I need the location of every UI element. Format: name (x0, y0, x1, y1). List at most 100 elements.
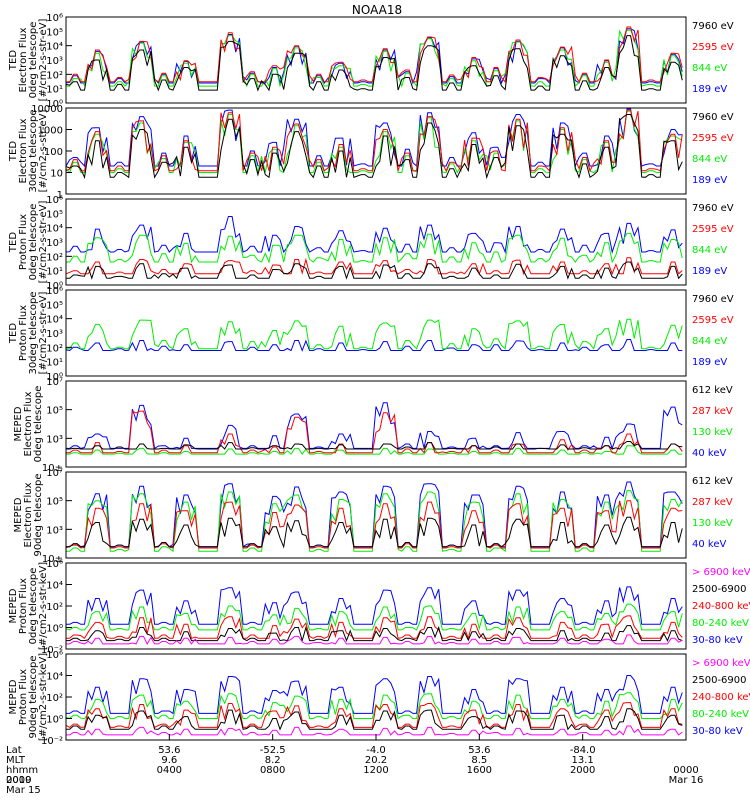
y-minor-tick-label: 10⁵ (46, 300, 63, 311)
series-line--6900-kev (66, 634, 683, 645)
y-tick-label: 10000 (31, 104, 63, 115)
y-tick-label: 10⁰ (46, 715, 63, 726)
plot-area (65, 216, 683, 280)
legend-entry: 240-800 keV (692, 601, 750, 612)
x-row-value: 20.2 (365, 755, 387, 766)
legend-entry: 844 eV (692, 154, 727, 165)
legend-entry: 80-240 keV (692, 709, 749, 720)
series-line-844-ev (66, 318, 683, 350)
y-axis-label-line: Electron Flux (23, 482, 34, 547)
y-axis-label-line: Electron Flux (23, 391, 34, 456)
y-axis-label: MEPED Electron Flux 90deg telescope (13, 473, 44, 556)
y-tick-label: 10⁴ (46, 581, 63, 592)
series-line-2595-ev (66, 26, 683, 84)
x-row-label: MLT (6, 755, 26, 766)
panel-frame (65, 289, 687, 377)
y-tick-label: 10⁶ (46, 13, 63, 24)
legend-entry: 30-80 keV (692, 635, 743, 646)
legend-entry: 287 keV (692, 497, 733, 508)
series-line-30-80-kev (66, 586, 683, 625)
series-line-2595-ev (65, 257, 683, 276)
legend-entry: 2595 eV (692, 224, 734, 235)
legend-entry: 844 eV (692, 63, 727, 74)
series-line-844-ev (66, 232, 683, 264)
y-axis-label-line: [#/cm2-s-str-eV] (38, 292, 49, 375)
y-axis-label-line: 0deg telescope (28, 204, 39, 281)
y-tick-label: 10³ (46, 525, 63, 536)
x-row-value: -84.0 (570, 745, 596, 756)
series-line-2500-6900 (66, 625, 683, 643)
legend-entry: > 6900 keV (692, 567, 750, 578)
y-tick-label: 10² (46, 70, 63, 81)
legend: > 6900 keV 2500-6900 240-800 keV 80-240 keV… (692, 567, 750, 646)
y-tick-label: 10³ (46, 434, 63, 445)
y-axis-label-line: [#/cm2-s-str-eV] (38, 19, 49, 102)
y-tick-label: 10⁴ (46, 224, 63, 235)
y-tick-label: 10± (42, 554, 63, 565)
y-axis-label: TED Proton Flux 0deg telescope [#/cm2-s-str… (8, 201, 49, 284)
legend-entry: 189 eV (692, 266, 727, 277)
y-axis-label-line: TED (8, 323, 19, 344)
y-tick-label: 10⁵ (46, 497, 63, 508)
y-minor-tick-label: 10¹ (46, 358, 63, 369)
y-axis-label-line: Proton Flux (18, 578, 29, 634)
y-axis-label: TED Electron Flux 0deg telescope [#/cm2-s-s… (8, 19, 49, 102)
series-line--6900-kev (66, 725, 683, 736)
y-tick-label: 1 (57, 190, 63, 201)
y-axis-label-line: [#/cm2-s-str-keV] (38, 653, 49, 741)
x-row-value: 0000 (6, 775, 31, 786)
legend-entry: 2500-6900 (692, 675, 747, 686)
panel-frame (65, 380, 687, 468)
y-axis-label-line: 0deg telescope (33, 386, 44, 463)
y-axis-label-line: 30deg telescope (28, 291, 39, 374)
y-axis-label-line: 30deg telescope (28, 109, 39, 192)
y-tick-label: 10⁴ (46, 672, 63, 683)
y-tick-label: 10⁷ (46, 377, 63, 388)
panel-frame (65, 471, 687, 559)
y-axis-label: TED Proton Flux 30deg telescope [#/cm2-s-st… (8, 291, 49, 374)
y-tick-label: 10⁵ (46, 406, 63, 417)
y-tick-label: 10 (50, 169, 63, 180)
y-axis-label-line: Electron Flux (18, 27, 29, 92)
legend-entry: 7960 eV (692, 112, 734, 123)
figure-title: NOAA18 (352, 3, 402, 17)
y-tick-label: 10² (46, 602, 63, 613)
y-tick-label: 10⁰ (46, 624, 63, 635)
x-row-value: 0000 (673, 765, 698, 776)
legend-entry: 7960 eV (692, 203, 734, 214)
x-row-label: 2019 (6, 775, 31, 786)
legend-entry: 30-80 keV (692, 726, 743, 737)
legend: 7960 eV 2595 eV 844 eV 189 eV (692, 294, 734, 368)
legend: 7960 eV 2595 eV 844 eV 189 eV (692, 203, 734, 277)
y-axis-label-line: 90deg telescope (33, 473, 44, 556)
series-line-80-240-kev (65, 603, 683, 631)
x-row-value: 8.5 (471, 755, 487, 766)
plot-area (65, 586, 683, 645)
x-row-value: 9.6 (161, 755, 177, 766)
series-line-7960-ev (65, 35, 683, 92)
legend-entry: 2500-6900 (692, 584, 747, 595)
plot-area (65, 108, 683, 180)
x-row-value: 13.1 (572, 755, 594, 766)
plot-area (65, 481, 683, 553)
plot-area (65, 26, 683, 92)
y-axis-label-line: MEPED (13, 497, 24, 532)
y-axis-label-line: Proton Flux (18, 669, 29, 725)
panel-frame (65, 198, 687, 286)
y-tick-label: 10⁰ (46, 372, 63, 383)
y-tick-label: 10± (42, 463, 63, 474)
x-row-value: 1600 (467, 765, 492, 776)
legend-entry: 2595 eV (692, 315, 734, 326)
legend-entry: 240-800 keV (692, 692, 750, 703)
series-line-80-240-kev (65, 692, 683, 720)
y-tick-label: 10⁻² (41, 736, 63, 747)
y-tick-label: 10² (46, 343, 63, 354)
